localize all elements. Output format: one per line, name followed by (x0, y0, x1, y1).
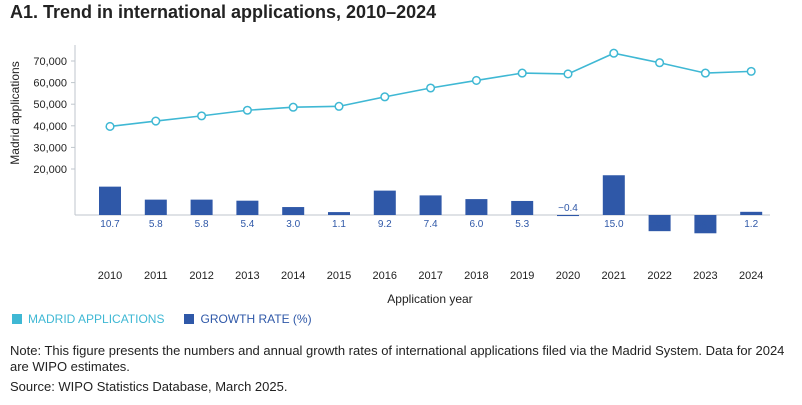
chart-title: A1. Trend in international applications,… (10, 2, 437, 22)
growth-bar-label: −6.9 (696, 220, 716, 231)
growth-bar-label: 1.2 (744, 219, 758, 230)
growth-bar (144, 199, 167, 215)
x-axis-label: Application year (387, 292, 472, 306)
legend-label-growth: GROWTH RATE (%) (200, 312, 312, 326)
legend-item-growth: GROWTH RATE (%) (184, 312, 312, 326)
growth-bar (740, 211, 763, 215)
legend: MADRID APPLICATIONS GROWTH RATE (%) (12, 312, 312, 326)
applications-point (288, 102, 298, 112)
growth-bar (282, 207, 305, 215)
x-tick-label: 2017 (418, 270, 442, 282)
applications-point (655, 58, 665, 68)
x-tick-label: 2021 (602, 270, 626, 282)
x-tick-label: 2018 (464, 270, 488, 282)
applications-point (242, 105, 252, 115)
chart-area: 20,000 30,000 40,000 50,000 60,000 70,000 Madr… (8, 45, 770, 306)
growth-bar (190, 199, 213, 215)
growth-bar-label: −6.1 (650, 218, 670, 229)
x-tick-label: 2019 (510, 270, 534, 282)
growth-bar-label: 5.4 (240, 219, 254, 230)
x-tick-label: 2020 (556, 270, 580, 282)
applications-point (700, 68, 710, 78)
legend-item-applications: MADRID APPLICATIONS (12, 312, 164, 326)
growth-bar (602, 175, 625, 215)
x-tick-label: 2024 (739, 270, 763, 282)
growth-bar (648, 215, 671, 232)
growth-bar (557, 215, 579, 217)
y-tick-label: 50,000 (33, 99, 67, 111)
growth-bar-label: 5.8 (195, 219, 209, 230)
legend-swatch-line (12, 314, 22, 324)
applications-point (334, 101, 344, 111)
source-note: Source: WIPO Statistics Database, March … (10, 379, 288, 394)
y-tick-label: 60,000 (33, 78, 67, 90)
growth-bar-label: 10.7 (100, 219, 120, 230)
applications-point (563, 69, 573, 79)
legend-swatch-bar (184, 314, 195, 324)
x-tick-label: 2016 (373, 270, 397, 282)
x-tick-label: 2014 (281, 270, 305, 282)
growth-bar-label: 1.1 (332, 219, 346, 230)
applications-point (380, 92, 390, 102)
y-tick-label: 40,000 (33, 121, 67, 133)
growth-bar-label: 7.4 (424, 219, 438, 230)
growth-bar (511, 200, 534, 215)
growth-bar (373, 190, 396, 215)
x-tick-label: 2010 (98, 270, 122, 282)
growth-bar (694, 215, 717, 234)
x-tick-label: 2022 (647, 270, 671, 282)
x-tick-label: 2013 (235, 270, 259, 282)
applications-point (197, 111, 207, 121)
y-tick-label: 70,000 (33, 56, 67, 68)
applications-point (151, 116, 161, 126)
growth-bar-label: 5.3 (515, 219, 529, 230)
applications-point (426, 83, 436, 93)
x-tick-label: 2012 (189, 270, 213, 282)
growth-bar (465, 199, 488, 215)
applications-point (746, 66, 756, 76)
y-tick-label: 30,000 (33, 142, 67, 154)
y-tick-label: 20,000 (33, 164, 67, 176)
x-tick-label: 2015 (327, 270, 351, 282)
growth-bar-label: 9.2 (378, 219, 392, 230)
footnote: Note: This figure presents the numbers a… (10, 343, 785, 374)
applications-point (517, 68, 527, 78)
y-axis-label: Madrid applications (8, 61, 22, 164)
growth-bar-label: 5.8 (149, 219, 163, 230)
x-tick-label: 2011 (144, 270, 168, 282)
growth-bar-label: 15.0 (604, 219, 624, 230)
applications-point (471, 75, 481, 85)
applications-point (609, 48, 619, 58)
growth-bar (236, 200, 259, 215)
legend-label-applications: MADRID APPLICATIONS (28, 312, 165, 326)
growth-bar-label: −0.4 (558, 203, 578, 214)
x-tick-label: 2023 (693, 270, 717, 282)
applications-point (105, 121, 115, 131)
growth-bar-label: 6.0 (469, 219, 483, 230)
growth-bar-label: 3.0 (286, 219, 300, 230)
growth-bar (328, 212, 350, 215)
growth-bar (419, 195, 442, 215)
growth-bar (99, 186, 121, 215)
